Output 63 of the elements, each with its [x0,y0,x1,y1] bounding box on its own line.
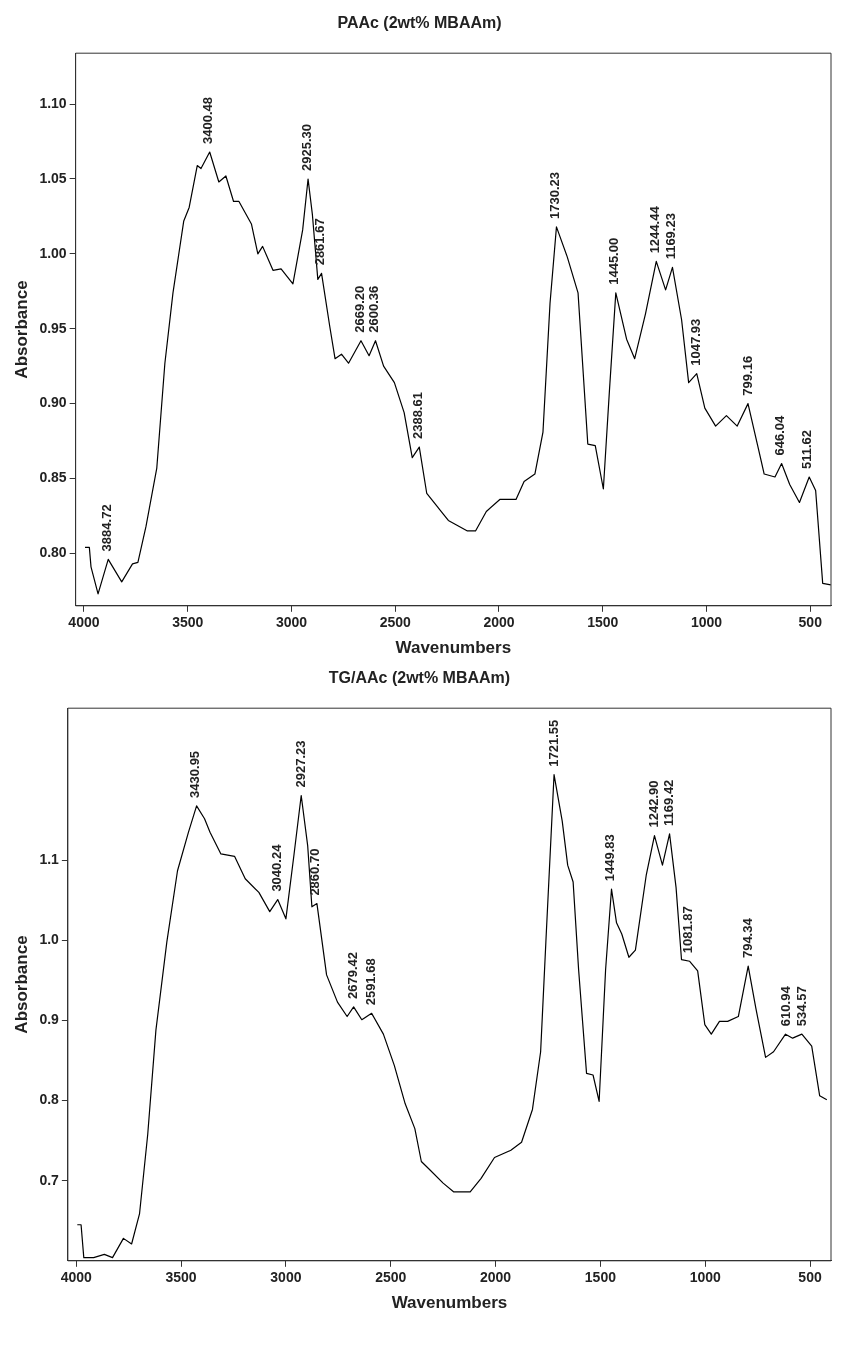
annotation: 2591.68 [363,958,379,1006]
x-tick-label: 3000 [270,1269,302,1286]
x-axis-title: Wavenumbers [391,1293,508,1313]
annotation: 1169.42 [661,779,677,826]
y-axis-title: Absorbance [11,280,31,379]
y-tick-label: 1.05 [39,169,67,186]
annotation: 511.62 [799,429,815,470]
annotation: 3430.95 [187,750,203,798]
annotation: 1721.55 [545,719,561,767]
annotation: 646.04 [771,415,787,456]
annotation: 2861.67 [311,218,327,266]
x-tick-label: 2500 [379,614,411,631]
annotation: 2388.61 [409,392,425,440]
annotation: 2927.23 [292,740,308,788]
annotation: 3400.48 [199,97,215,145]
annotation: 3884.72 [99,504,115,552]
annotation: 1244.44 [647,205,663,254]
x-tick-label: 2000 [483,614,515,631]
x-axis-title: Wavenumbers [395,638,512,658]
y-tick-label: 1.0 [39,931,60,948]
annotation: 1169.23 [662,213,678,260]
annotation: 1445.00 [605,237,621,285]
annotation: 1449.83 [602,834,618,882]
y-tick-label: 0.90 [39,394,67,411]
y-tick-label: 0.95 [39,319,67,336]
y-tick-label: 0.9 [39,1011,60,1028]
x-tick-label: 3000 [275,614,308,631]
y-tick-label: 0.85 [39,469,67,486]
y-tick-label: 0.7 [39,1171,60,1188]
y-tick-label: 1.10 [39,94,67,111]
annotation: 2860.70 [306,848,322,896]
y-tick-label: 1.00 [39,244,67,261]
x-tick-label: 3500 [165,1269,197,1286]
x-tick-label: 1500 [584,1269,617,1286]
annotation: 2669.20 [351,285,367,333]
x-tick-label: 500 [798,1269,822,1286]
x-tick-label: 4000 [60,1269,93,1286]
annotation: 799.16 [739,355,755,396]
annotation: 2925.30 [298,124,314,171]
chart-title: TG/AAc (2wt% MBAAm) [328,669,511,687]
chart-title: PAAc (2wt% MBAAm) [337,14,502,32]
annotation: 1081.87 [679,906,695,954]
annotation: 2600.36 [365,285,381,333]
x-tick-label: 1500 [587,614,619,631]
y-axis-title: Absorbance [11,935,31,1034]
x-tick-label: 1000 [690,614,723,631]
x-tick-label: 3500 [172,614,204,631]
annotation: 3040.24 [269,843,285,892]
annotation: 1047.93 [688,318,704,366]
x-tick-label: 2000 [479,1269,512,1286]
annotation: 2679.42 [344,951,360,999]
y-tick-label: 1.1 [39,851,60,868]
annotation: 610.94 [778,985,794,1027]
y-tick-label: 0.80 [39,544,67,561]
x-tick-label: 4000 [68,614,100,631]
y-tick-label: 0.8 [39,1091,60,1108]
annotation: 534.57 [794,986,810,1027]
x-tick-label: 500 [798,614,823,631]
x-tick-label: 1000 [689,1269,721,1286]
x-tick-label: 2500 [375,1269,407,1286]
annotation: 1730.23 [546,171,562,219]
annotation: 794.34 [739,917,755,959]
annotation: 1242.90 [645,780,661,828]
